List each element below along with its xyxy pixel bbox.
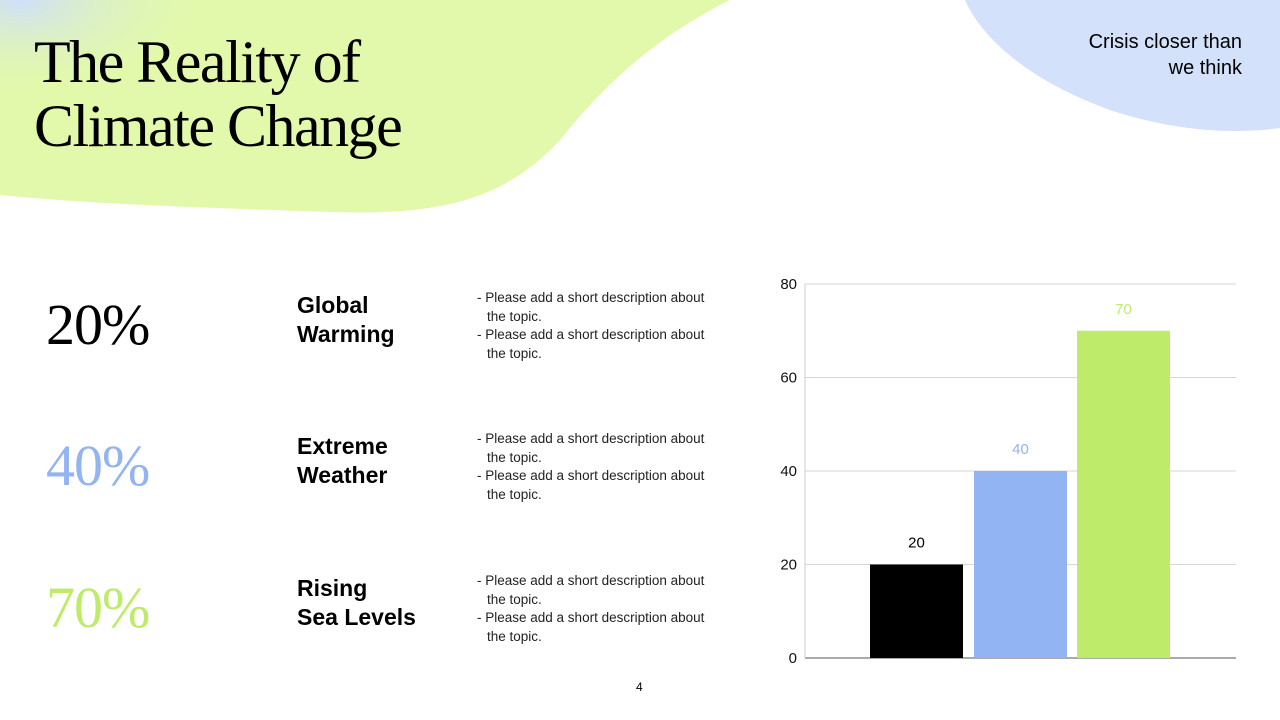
- data-label: 40: [1012, 441, 1029, 458]
- data-label: 20: [908, 535, 925, 552]
- bullet: - Please add a short description about t…: [477, 610, 705, 644]
- topic-line: Sea Levels: [297, 604, 416, 630]
- title-line-1: The Reality of: [34, 29, 361, 95]
- blue-blob: [965, 0, 1280, 131]
- bullet: - Please add a short description about t…: [477, 290, 705, 324]
- stat-topic: Rising Sea Levels: [297, 574, 416, 632]
- stat-description: - Please add a short description about t…: [477, 430, 707, 504]
- y-tick-label: 40: [780, 463, 797, 480]
- bar-3: [1077, 330, 1170, 658]
- title-line-2: Climate Change: [34, 93, 403, 159]
- stat-description: - Please add a short description about t…: [477, 289, 707, 363]
- tagline-line-2: we think: [1168, 57, 1242, 79]
- topic-line: Warming: [297, 321, 395, 347]
- page-number: 4: [636, 680, 643, 694]
- stat-row-extreme-weather: 40% Extreme Weather - Please add a short …: [0, 424, 760, 544]
- stat-topic: Extreme Weather: [297, 432, 388, 490]
- bullet: - Please add a short description about t…: [477, 327, 705, 361]
- topic-line: Global: [297, 292, 369, 318]
- stat-row-global-warming: 20% Global Warming - Please add a short d…: [0, 283, 760, 403]
- page-title: The Reality of Climate Change: [34, 29, 403, 159]
- topic-line: Weather: [297, 462, 388, 488]
- y-tick-label: 60: [780, 370, 797, 387]
- bullet: - Please add a short description about t…: [477, 573, 705, 607]
- stat-description: - Please add a short description about t…: [477, 572, 707, 646]
- tagline: Crisis closer than we think: [1089, 29, 1242, 81]
- bar-2: [974, 471, 1067, 658]
- stat-percent: 40%: [46, 433, 150, 498]
- topic-line: Rising: [297, 575, 368, 601]
- data-label: 70: [1115, 301, 1132, 318]
- stat-percent: 70%: [46, 575, 150, 640]
- bullet: - Please add a short description about t…: [477, 468, 705, 502]
- y-tick-label: 0: [789, 650, 797, 667]
- bar-1: [870, 564, 963, 658]
- stat-row-rising-sea-levels: 70% Rising Sea Levels - Please add a shor…: [0, 566, 760, 686]
- topic-line: Extreme: [297, 433, 388, 459]
- tagline-line-1: Crisis closer than: [1088, 31, 1242, 53]
- bullet: - Please add a short description about t…: [477, 431, 705, 465]
- y-tick-label: 20: [780, 557, 797, 574]
- stat-topic: Global Warming: [297, 291, 395, 349]
- y-tick-label: 80: [780, 276, 797, 293]
- stat-percent: 20%: [46, 292, 150, 357]
